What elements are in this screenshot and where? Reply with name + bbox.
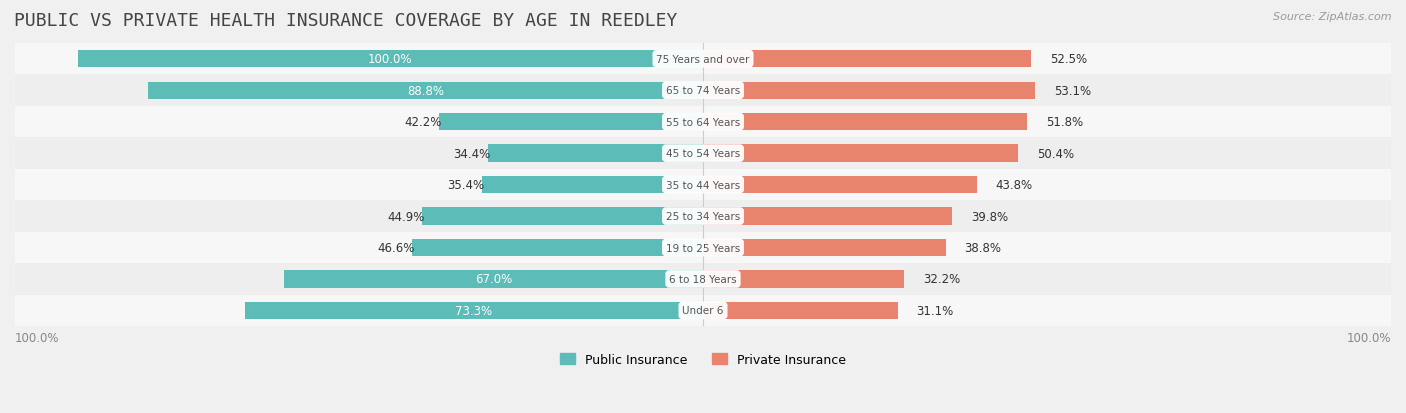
Bar: [703, 82, 1035, 100]
Bar: [482, 176, 703, 194]
Text: 52.5%: 52.5%: [1050, 53, 1087, 66]
Text: 31.1%: 31.1%: [917, 304, 953, 317]
Bar: [703, 176, 977, 194]
Bar: [703, 114, 1026, 131]
Text: 43.8%: 43.8%: [995, 179, 1033, 192]
Text: 73.3%: 73.3%: [456, 304, 492, 317]
Text: 50.4%: 50.4%: [1038, 147, 1074, 160]
Text: 44.9%: 44.9%: [388, 210, 425, 223]
Text: 39.8%: 39.8%: [970, 210, 1008, 223]
Bar: [15, 169, 1391, 201]
Text: 42.2%: 42.2%: [405, 116, 441, 129]
Bar: [15, 44, 1391, 75]
Bar: [15, 201, 1391, 232]
Text: 25 to 34 Years: 25 to 34 Years: [666, 211, 740, 221]
Text: 45 to 54 Years: 45 to 54 Years: [666, 149, 740, 159]
Bar: [15, 295, 1391, 326]
Bar: [703, 145, 1018, 162]
Bar: [703, 271, 904, 288]
Bar: [245, 302, 703, 319]
Text: 34.4%: 34.4%: [454, 147, 491, 160]
Text: 35 to 44 Years: 35 to 44 Years: [666, 180, 740, 190]
Bar: [15, 263, 1391, 295]
Legend: Public Insurance, Private Insurance: Public Insurance, Private Insurance: [555, 348, 851, 371]
Text: Source: ZipAtlas.com: Source: ZipAtlas.com: [1274, 12, 1392, 22]
Bar: [15, 232, 1391, 263]
Text: 67.0%: 67.0%: [475, 273, 512, 286]
Text: 65 to 74 Years: 65 to 74 Years: [666, 86, 740, 96]
Bar: [15, 75, 1391, 107]
Text: 35.4%: 35.4%: [447, 179, 485, 192]
Text: 100.0%: 100.0%: [368, 53, 412, 66]
Bar: [703, 302, 897, 319]
Bar: [703, 208, 952, 225]
Text: PUBLIC VS PRIVATE HEALTH INSURANCE COVERAGE BY AGE IN REEDLEY: PUBLIC VS PRIVATE HEALTH INSURANCE COVER…: [14, 12, 678, 30]
Text: 32.2%: 32.2%: [924, 273, 960, 286]
Text: 6 to 18 Years: 6 to 18 Years: [669, 274, 737, 284]
Bar: [148, 82, 703, 100]
Text: 19 to 25 Years: 19 to 25 Years: [666, 243, 740, 253]
Bar: [15, 107, 1391, 138]
Bar: [488, 145, 703, 162]
Bar: [703, 51, 1032, 68]
Bar: [284, 271, 703, 288]
Text: 46.6%: 46.6%: [377, 242, 415, 254]
Bar: [15, 138, 1391, 169]
Bar: [422, 208, 703, 225]
Bar: [412, 239, 703, 256]
Text: 51.8%: 51.8%: [1046, 116, 1083, 129]
Text: 55 to 64 Years: 55 to 64 Years: [666, 117, 740, 127]
Text: 100.0%: 100.0%: [1347, 331, 1391, 344]
Text: 88.8%: 88.8%: [406, 85, 444, 97]
Bar: [439, 114, 703, 131]
Text: 53.1%: 53.1%: [1054, 85, 1091, 97]
Text: 100.0%: 100.0%: [15, 331, 59, 344]
Text: 38.8%: 38.8%: [965, 242, 1001, 254]
Bar: [77, 51, 703, 68]
Text: 75 Years and over: 75 Years and over: [657, 55, 749, 64]
Text: Under 6: Under 6: [682, 306, 724, 316]
Bar: [703, 239, 946, 256]
